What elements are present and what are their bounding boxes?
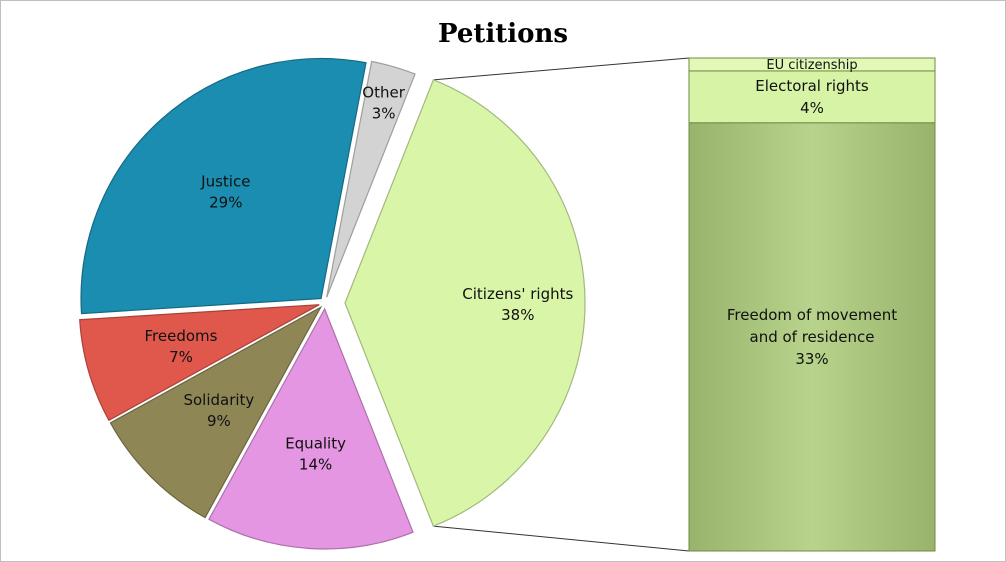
- bar-label-electoral-rights: Electoral rights: [755, 77, 869, 95]
- pie-slice-freedoms: [79, 304, 320, 422]
- slice-value-equality: 14%: [299, 456, 332, 474]
- pie: [79, 57, 586, 550]
- bar-value-electoral-rights: 4%: [800, 99, 824, 117]
- bar-label-freedom-of-movement-and-of-residence: and of residence: [750, 328, 875, 346]
- bar-segment-electoral-rights: [688, 70, 936, 124]
- slice-value-other: 3%: [372, 104, 396, 122]
- bar-label-eu-citizenship: EU citizenship: [766, 58, 857, 73]
- data-labels: Citizens' rights 38% Equality 14% Solidarity…: [145, 58, 898, 474]
- slice-value-solidarity: 9%: [207, 412, 231, 430]
- slice-label-freedoms: Freedoms: [145, 327, 218, 345]
- pie-slice-citizens-rights: [344, 79, 586, 527]
- bar-segment-freedom-of-movement-and-of-residence: [688, 122, 936, 552]
- pie-slice-justice: [80, 57, 367, 315]
- slice-label-justice: Justice: [200, 173, 250, 191]
- slice-label-citizens-rights: Citizens' rights: [462, 285, 573, 303]
- pie-slice-other: [326, 60, 416, 298]
- slice-label-other: Other: [362, 83, 405, 101]
- pie-slice-solidarity: [109, 305, 323, 519]
- connector-lines: [433, 57, 690, 552]
- chart-title: Petitions: [438, 19, 568, 49]
- slice-value-citizens-rights: 38%: [501, 306, 534, 324]
- slice-value-freedoms: 7%: [169, 348, 193, 366]
- bar-value-freedom-of-movement-and-of-residence: 33%: [795, 350, 828, 368]
- bar-label-freedom-of-movement-and-of-residence: Freedom of movement: [727, 306, 897, 324]
- connector-top: [433, 57, 690, 81]
- slice-label-solidarity: Solidarity: [183, 391, 254, 409]
- slice-label-equality: Equality: [285, 435, 346, 453]
- connector-bottom: [433, 525, 690, 552]
- pie-slice-equality: [208, 307, 414, 550]
- slice-value-justice: 29%: [209, 194, 242, 212]
- breakdown-bar: [688, 57, 936, 552]
